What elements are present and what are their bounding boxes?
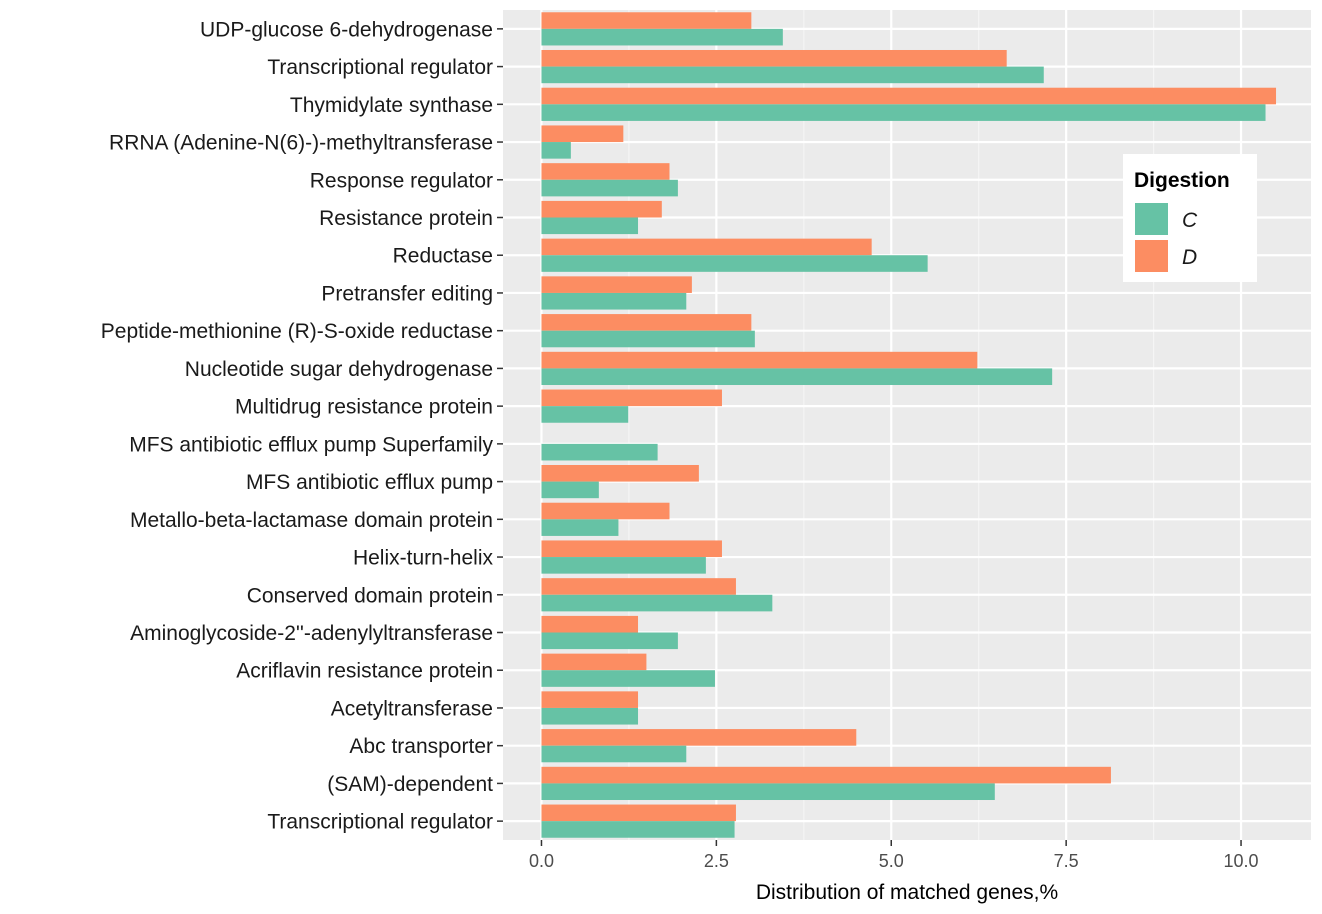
bar-d [541, 653, 647, 671]
bar-d [541, 389, 722, 407]
legend-key-c [1135, 203, 1168, 235]
bar-c [541, 821, 735, 838]
bar-c [541, 594, 773, 612]
x-axis: 0.0 2.5 5.0 7.5 10.0 [529, 840, 1259, 871]
bar-d [541, 729, 857, 746]
bar-d [541, 200, 662, 218]
bar-c [541, 255, 928, 272]
x-tick-label: 0.0 [529, 851, 554, 871]
bar-d [541, 238, 872, 256]
bar-c [541, 330, 755, 348]
bar-c [541, 66, 1044, 84]
y-axis: UDP-glucose 6-dehydrogenase Transcription… [101, 18, 503, 834]
legend-title: Digestion [1134, 169, 1230, 192]
bar-c [541, 104, 1266, 121]
bar-d [541, 502, 670, 520]
bar-d [541, 163, 670, 180]
bar-d [541, 804, 736, 822]
x-tick-label: 7.5 [1054, 851, 1079, 871]
bar-d [541, 49, 1007, 67]
category-label: Aminoglycoside-2''-adenylyltransferase [130, 622, 493, 645]
category-label: Helix-turn-helix [353, 547, 494, 570]
bar-d [541, 578, 736, 595]
bar-d [541, 615, 639, 633]
category-label: Nucleotide sugar dehydrogenase [185, 358, 493, 381]
category-label: Reductase [393, 245, 493, 268]
bar-c [541, 481, 599, 499]
bar-c [541, 670, 715, 687]
bar-c [541, 406, 629, 423]
legend-key-d [1135, 240, 1168, 272]
category-label: MFS antibiotic efflux pump Superfamily [129, 433, 493, 456]
bar-c [541, 28, 783, 46]
category-label: (SAM)-dependent [327, 773, 493, 796]
bar-c [541, 632, 678, 650]
bar-c [541, 745, 687, 763]
bar-c [541, 707, 639, 725]
bar-c [541, 368, 1053, 386]
category-label: Acetyltransferase [331, 697, 493, 720]
bar-d [541, 87, 1277, 105]
category-label: Resistance protein [319, 207, 493, 230]
category-label: Response regulator [310, 169, 493, 192]
bar-c [541, 519, 619, 536]
x-tick-label: 10.0 [1224, 851, 1259, 871]
bar-d [541, 125, 624, 143]
bar-c [541, 557, 706, 574]
bar-c [541, 142, 571, 159]
category-label: Thymidylate synthase [290, 94, 493, 117]
bar-d [541, 12, 752, 29]
category-label: UDP-glucose 6-dehydrogenase [200, 18, 493, 41]
x-tick-label: 5.0 [879, 851, 904, 871]
bar-c [541, 292, 687, 310]
category-label: Peptide-methionine (R)-S-oxide reductase [101, 320, 493, 343]
legend-label-c: C [1182, 209, 1198, 232]
bar-d [541, 276, 692, 293]
category-label: Conserved domain protein [247, 584, 493, 607]
legend-label-d: D [1182, 246, 1197, 269]
category-label: Transcriptional regulator [267, 56, 493, 79]
x-tick-label: 2.5 [704, 851, 729, 871]
bar-c [541, 783, 995, 801]
bar-d [541, 464, 699, 482]
bar-d [541, 766, 1111, 784]
category-label: Abc transporter [349, 735, 493, 758]
bars [541, 12, 1277, 838]
bar-d [541, 351, 978, 369]
category-label: Metallo-beta-lactamase domain protein [130, 509, 493, 532]
bar-d [541, 691, 639, 708]
category-label: Transcriptional regulator [267, 811, 493, 834]
category-label: RRNA (Adenine-N(6)-)-methyltransferase [109, 132, 493, 155]
category-label: Pretransfer editing [321, 282, 493, 305]
category-label: Multidrug resistance protein [235, 396, 493, 419]
category-label: Acriflavin resistance protein [236, 660, 493, 683]
bar-c [541, 443, 658, 461]
bar-c [541, 179, 678, 197]
legend: Digestion C D [1123, 154, 1257, 282]
bar-c [541, 217, 639, 235]
bar-d [541, 540, 722, 558]
category-label: MFS antibiotic efflux pump [246, 471, 493, 494]
bar-d [541, 314, 752, 331]
x-axis-title: Distribution of matched genes,% [756, 881, 1058, 904]
